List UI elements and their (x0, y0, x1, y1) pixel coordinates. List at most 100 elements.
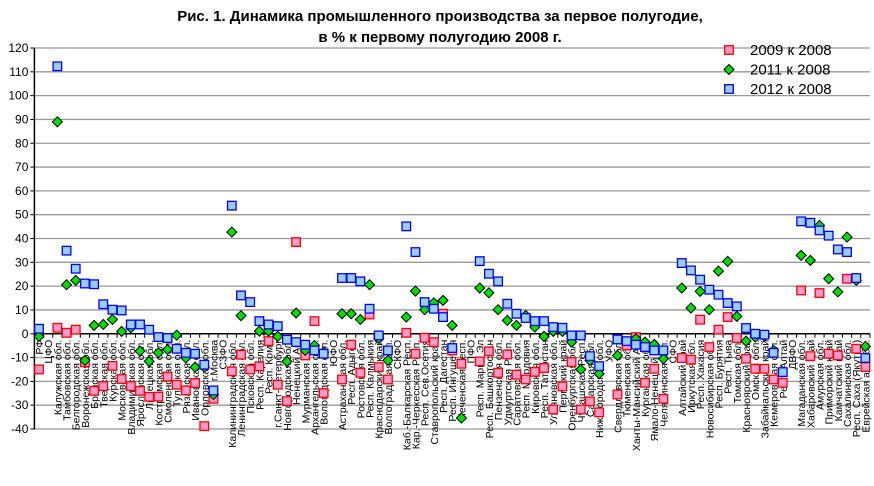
data-point-square (318, 388, 329, 398)
data-point-square (805, 351, 816, 362)
data-point-square (483, 346, 494, 357)
y-tick-label: 20 (15, 279, 29, 293)
data-point-diamond (70, 274, 82, 287)
data-point-square (529, 366, 540, 377)
x-tick-label: Респ. Ингушетия (447, 340, 459, 422)
legend-marker-square (724, 45, 734, 55)
data-point-square (162, 371, 173, 382)
data-point-square (640, 377, 650, 388)
legend-label: 2012 к 2008 (750, 81, 832, 98)
data-point-square (594, 407, 605, 418)
data-point-square (685, 265, 696, 276)
data-point-diamond (721, 255, 734, 268)
data-point-square (750, 328, 761, 339)
x-tick-label: Белгородская обл. (71, 340, 83, 430)
data-point-square (796, 285, 807, 296)
y-tick-label: 30 (15, 255, 29, 269)
x-tick-label: СЗФО (218, 340, 230, 370)
data-point-square (520, 313, 531, 323)
data-point-square (70, 324, 81, 335)
data-point-square (291, 337, 302, 348)
x-tick-label: Вологодская обл. (319, 340, 331, 425)
data-point-diamond (226, 226, 238, 238)
data-point-square (502, 349, 513, 360)
x-tick-label: Астраханская обл. (337, 340, 349, 430)
data-point-square (520, 374, 531, 385)
data-point-diamond (795, 249, 807, 262)
data-point-square (226, 200, 237, 211)
x-tick-label: Псковская обл. (245, 340, 257, 414)
x-tick-label: Ульяновская обл. (548, 340, 560, 425)
data-point-square (630, 339, 641, 350)
x-tick-label: СКФО (392, 340, 404, 370)
data-point-square (814, 225, 825, 236)
x-tick-label: Респ. Дагестан (438, 340, 450, 413)
y-tick-label: -20 (11, 374, 29, 388)
data-point-square (162, 333, 173, 343)
x-tick-label: Тамбовская обл. (62, 340, 74, 421)
data-point-square (281, 396, 292, 407)
data-point-diamond (822, 273, 835, 285)
data-point-square (658, 393, 669, 404)
data-point-square (144, 324, 155, 335)
data-point-diamond (740, 335, 752, 347)
data-point-square (851, 273, 862, 283)
data-point-square (135, 319, 145, 330)
data-point-diamond (832, 286, 844, 298)
data-point-square (438, 312, 448, 323)
data-point-square (741, 323, 751, 333)
data-point-diamond (841, 231, 853, 243)
data-point-diamond (859, 340, 872, 353)
data-point-square (842, 273, 852, 284)
gridlines (34, 47, 870, 430)
data-point-square (649, 345, 660, 356)
x-tick-label: Респ. Башкортостан (484, 340, 496, 439)
data-point-diamond (51, 116, 64, 128)
x-tick-label: Новосибирская обл. (704, 340, 716, 439)
x-tick-label: Орловская обл. (199, 340, 211, 416)
series-2012-к-2008 (34, 61, 871, 396)
data-point-square (52, 61, 63, 72)
data-point-diamond (336, 308, 348, 320)
y-tick-label: 50 (15, 208, 29, 222)
data-point-square (768, 347, 779, 358)
x-tick-label: Тюменская обл. (622, 340, 634, 418)
x-tick-label: ЮФО (328, 340, 340, 367)
data-point-diamond (115, 325, 128, 338)
data-point-square (34, 323, 44, 334)
data-point-square (832, 350, 843, 361)
data-point-square (272, 379, 283, 390)
data-point-square (640, 342, 650, 353)
data-point-diamond (409, 285, 422, 297)
data-point-square (474, 356, 485, 367)
data-point-diamond (575, 363, 587, 376)
y-tick-label: 120 (8, 41, 28, 55)
data-point-square (254, 361, 265, 372)
data-point-diamond (731, 310, 743, 323)
data-point-square (208, 385, 219, 396)
data-point-square (566, 330, 577, 341)
y-tick-label: 110 (9, 65, 28, 79)
data-point-square (860, 353, 871, 363)
data-point-square (401, 327, 412, 338)
data-point-square (539, 316, 549, 327)
data-point-square (832, 244, 843, 255)
x-tick-label: Ростовская обл. (355, 340, 367, 419)
data-point-square (695, 274, 706, 285)
x-tick-label: Сахалинская обл. (842, 340, 854, 427)
data-point-square (777, 377, 788, 388)
data-point-square (309, 345, 320, 356)
data-point-diamond (189, 361, 201, 373)
data-point-diamond (657, 353, 670, 365)
data-point-diamond (474, 282, 486, 294)
data-point-square (300, 339, 311, 350)
data-point-square (410, 247, 421, 258)
data-point-square (373, 362, 384, 373)
data-point-square (594, 361, 605, 372)
data-point-square (713, 289, 724, 300)
data-point-square (447, 343, 458, 353)
data-point-square (842, 247, 852, 258)
data-point-diamond (88, 319, 100, 332)
